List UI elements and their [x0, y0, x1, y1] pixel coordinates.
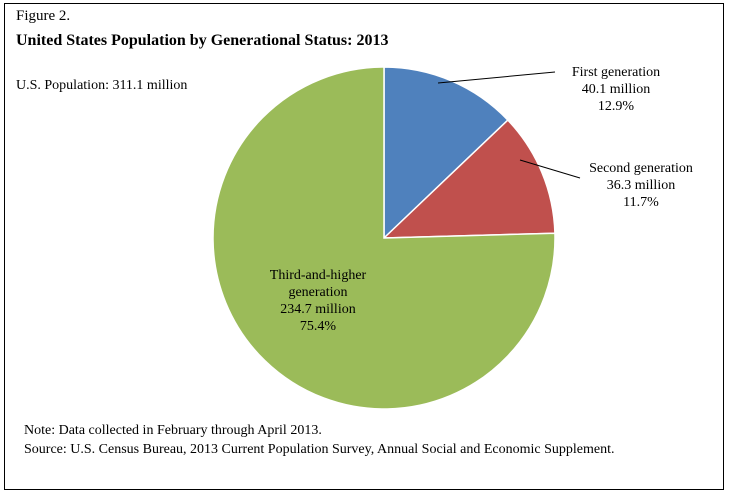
slice-label-line: generation	[288, 285, 347, 300]
slice-label-line: 12.9%	[598, 99, 635, 114]
slice-label-line: Third-and-higher	[270, 268, 367, 283]
slice-label-line: 40.1 million	[582, 82, 650, 97]
chart-note: Note: Data collected in February through…	[24, 423, 322, 438]
slice-label-line: First generation	[572, 65, 660, 80]
pie-slice-second-generation	[382, 119, 556, 239]
leader-line	[519, 159, 581, 179]
slice-label: First generation 40.1 million 12.9%	[572, 65, 660, 114]
chart-title: United States Population by Generational…	[16, 32, 389, 49]
chart-source: Source: U.S. Census Bureau, 2013 Current…	[24, 442, 615, 457]
slice-label-line: 75.4%	[300, 319, 337, 334]
slice-label: Third-and-higher generation 234.7 million 7…	[270, 268, 367, 334]
slice-label-line: Second generation	[589, 161, 693, 176]
leader-line	[437, 71, 556, 84]
figure-label: Figure 2.	[16, 8, 71, 24]
total-population-label: U.S. Population: 311.1 million	[16, 78, 188, 93]
slice-label-line: 234.7 million	[280, 302, 355, 317]
slice-label: Second generation 36.3 million 11.7%	[589, 161, 693, 210]
pie-slice-third-and-higher-generation	[212, 66, 556, 410]
pie-slice-first-generation	[383, 66, 509, 240]
slice-label-line: 11.7%	[623, 195, 659, 210]
slice-label-line: 36.3 million	[607, 178, 675, 193]
